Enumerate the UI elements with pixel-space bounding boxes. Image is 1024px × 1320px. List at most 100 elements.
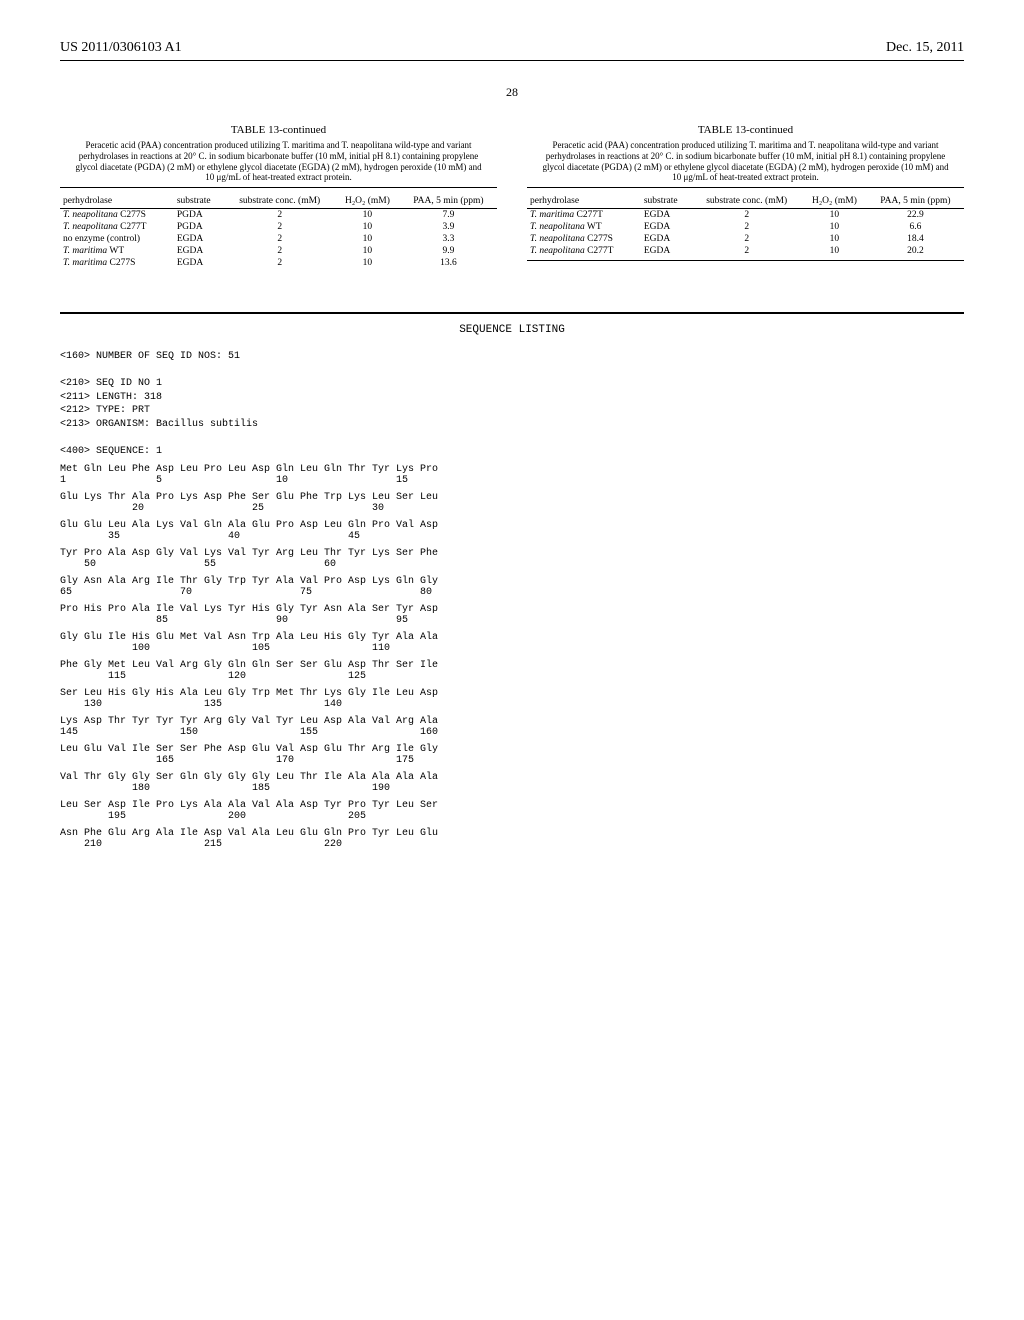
table-row: T. neapolitana C277SEGDA21018.4 [527,233,964,245]
table-row: T. neapolitana C277TPGDA2103.9 [60,221,497,233]
table-row: T. maritima WTEGDA2109.9 [60,245,497,257]
table-cell: T. maritima C277T [527,209,641,222]
table-title-left: TABLE 13-continued [60,124,497,136]
table-cell: EGDA [641,209,692,222]
sequence-num-row: 130 135 140 [60,699,964,710]
th: H₂O₂ (mM) [335,194,400,209]
table-row: T. maritima C277TEGDA21022.9 [527,209,964,222]
table-cell: 10 [335,233,400,245]
page-number: 28 [60,85,964,100]
table-cell: T. neapolitana C277S [60,209,174,222]
table-cell: T. maritima WT [60,245,174,257]
table-title-right: TABLE 13-continued [527,124,964,136]
table-cell: T. neapolitana C277T [60,221,174,233]
table-cell: 10 [335,221,400,233]
sequence-num-row: 65 70 75 80 [60,587,964,598]
table-right: perhydrolase substrate substrate conc. (… [527,194,964,260]
header-rule [60,60,964,61]
left-table-col: TABLE 13-continued Peracetic acid (PAA) … [60,124,497,272]
sequence-rows: Met Gln Leu Phe Asp Leu Pro Leu Asp Gln … [60,464,964,850]
th: substrate conc. (mM) [691,194,802,209]
th: H₂O₂ (mM) [802,194,867,209]
table-cell: 2 [691,233,802,245]
table-cell: EGDA [174,233,225,245]
table-cell: 10 [802,209,867,222]
sequence-listing-title: SEQUENCE LISTING [60,324,964,336]
table-cell: T. neapolitana WT [527,221,641,233]
sequence-aa-row: Glu Lys Thr Ala Pro Lys Asp Phe Ser Glu … [60,492,964,503]
table-cell: 18.4 [867,233,964,245]
table-caption-left: Peracetic acid (PAA) concentration produ… [60,140,497,188]
sequence-num-row: 1 5 10 15 [60,475,964,486]
table-cell: PGDA [174,209,225,222]
table-cell: 3.9 [400,221,497,233]
table-cell: 2 [224,209,335,222]
sequence-num-row: 195 200 205 [60,811,964,822]
patent-date: Dec. 15, 2011 [886,40,964,56]
sequence-num-row: 115 120 125 [60,671,964,682]
table-row: T. neapolitana WTEGDA2106.6 [527,221,964,233]
table-cell: 10 [802,233,867,245]
sequence-aa-row: Tyr Pro Ala Asp Gly Val Lys Val Tyr Arg … [60,548,964,559]
table-cell: EGDA [174,245,225,257]
sequence-num-row: 165 170 175 [60,755,964,766]
table-cell: 2 [691,245,802,260]
table-cell: no enzyme (control) [60,233,174,245]
sequence-meta: <160> NUMBER OF SEQ ID NOS: 51 <210> SEQ… [60,350,964,458]
sequence-aa-row: Lys Asp Thr Tyr Tyr Tyr Arg Gly Val Tyr … [60,716,964,727]
table-cell: EGDA [174,257,225,272]
th: perhydrolase [60,194,174,209]
table-cell: 10 [802,221,867,233]
sequence-num-row: 180 185 190 [60,783,964,794]
sequence-aa-row: Met Gln Leu Phe Asp Leu Pro Leu Asp Gln … [60,464,964,475]
sequence-num-row: 145 150 155 160 [60,727,964,738]
sequence-aa-row: Pro His Pro Ala Ile Val Lys Tyr His Gly … [60,604,964,615]
table-cell: 2 [224,257,335,272]
sequence-num-row: 50 55 60 [60,559,964,570]
table-cell: 13.6 [400,257,497,272]
table-cell: 20.2 [867,245,964,260]
sequence-aa-row: Ser Leu His Gly His Ala Leu Gly Trp Met … [60,688,964,699]
right-table-col: TABLE 13-continued Peracetic acid (PAA) … [527,124,964,272]
table-cell: 2 [224,233,335,245]
table-cell: EGDA [641,233,692,245]
th: substrate [641,194,692,209]
table-row: no enzyme (control)EGDA2103.3 [60,233,497,245]
table-cell: T. maritima C277S [60,257,174,272]
table-cell: 3.3 [400,233,497,245]
table-rule [527,260,964,261]
sequence-aa-row: Leu Ser Asp Ile Pro Lys Ala Ala Val Ala … [60,800,964,811]
sequence-aa-row: Phe Gly Met Leu Val Arg Gly Gln Gln Ser … [60,660,964,671]
table-cell: 10 [335,209,400,222]
sequence-aa-row: Asn Phe Glu Arg Ala Ile Asp Val Ala Leu … [60,828,964,839]
table-cell: T. neapolitana C277S [527,233,641,245]
patent-id: US 2011/0306103 A1 [60,40,182,56]
th: substrate conc. (mM) [224,194,335,209]
sequence-aa-row: Leu Glu Val Ile Ser Ser Phe Asp Glu Val … [60,744,964,755]
sequence-num-row: 20 25 30 [60,503,964,514]
sequence-num-row: 85 90 95 [60,615,964,626]
table-cell: 9.9 [400,245,497,257]
table-cell: 10 [335,257,400,272]
table-cell: 10 [802,245,867,260]
table-cell: 6.6 [867,221,964,233]
sequence-num-row: 100 105 110 [60,643,964,654]
tables-container: TABLE 13-continued Peracetic acid (PAA) … [60,124,964,272]
sequence-num-row: 35 40 45 [60,531,964,542]
table-cell: T. neapolitana C277T [527,245,641,260]
table-caption-right: Peracetic acid (PAA) concentration produ… [527,140,964,188]
table-cell: 22.9 [867,209,964,222]
sequence-aa-row: Glu Glu Leu Ala Lys Val Gln Ala Glu Pro … [60,520,964,531]
table-cell: 7.9 [400,209,497,222]
section-divider [60,312,964,314]
table-cell: PGDA [174,221,225,233]
th: perhydrolase [527,194,641,209]
sequence-aa-row: Val Thr Gly Gly Ser Gln Gly Gly Gly Leu … [60,772,964,783]
table-cell: 2 [691,221,802,233]
sequence-aa-row: Gly Glu Ile His Glu Met Val Asn Trp Ala … [60,632,964,643]
table-left: perhydrolase substrate substrate conc. (… [60,194,497,272]
table-cell: EGDA [641,221,692,233]
th: substrate [174,194,225,209]
page-header: US 2011/0306103 A1 Dec. 15, 2011 [60,40,964,56]
sequence-num-row: 210 215 220 [60,839,964,850]
